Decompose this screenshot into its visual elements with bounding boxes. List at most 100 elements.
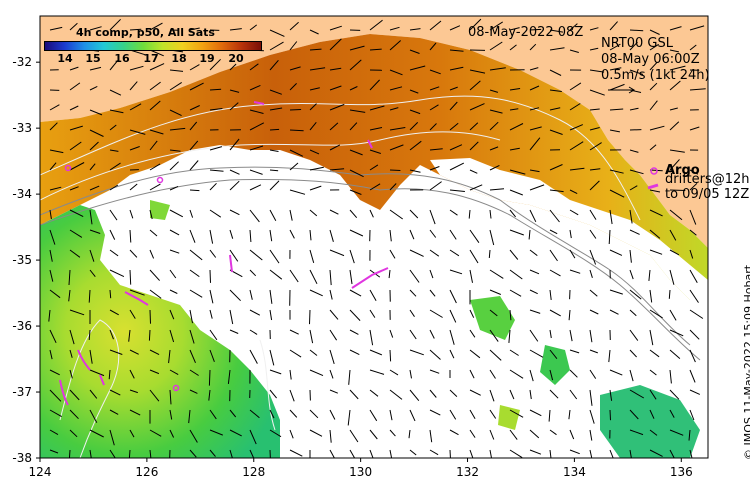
current-vector [369,289,377,302]
current-vector [269,59,279,71]
current-vector [629,69,644,75]
current-vector [589,47,599,51]
current-vector [529,389,532,400]
current-vector [509,249,519,260]
current-vector [449,309,457,323]
current-vector [249,109,264,114]
current-vector [369,369,385,375]
current-vector [329,229,334,242]
current-vector [449,101,458,111]
current-vector [289,41,298,51]
current-vector [569,209,579,216]
current-vector [249,209,260,223]
current-vector [269,107,283,111]
current-vector [309,185,322,191]
current-vector [589,249,597,265]
current-vector [369,105,385,111]
x-tick-label: 134 [563,465,586,479]
current-vector [409,229,415,240]
current-vector [489,67,506,71]
current-vector [149,289,162,299]
current-vector [409,169,421,173]
current-vector [528,229,531,240]
current-vector [389,389,403,400]
current-vector [209,58,221,71]
current-vector [69,329,75,345]
cloud-patch [430,158,708,300]
current-vector [529,107,540,111]
drifter-legend-icon [647,183,659,190]
current-vector [229,249,239,262]
current-vector [489,389,495,402]
current-vector [389,26,400,31]
current-vector [568,409,571,420]
current-vector [69,389,80,401]
current-vector [209,289,214,304]
current-vector [629,149,639,153]
current-vector [569,369,578,378]
current-vector [189,121,198,131]
current-vector [669,409,675,418]
current-vector [469,309,475,318]
green-patch-3 [600,385,700,458]
current-vector [49,349,53,360]
current-vector [489,289,501,295]
current-vector [169,81,182,91]
current-vector [389,449,393,458]
colorbar-tick: 15 [85,52,101,65]
current-vector [69,229,83,238]
current-vector [49,429,59,436]
current-vector [269,389,277,399]
current-vector [389,107,399,111]
current-vector [49,269,54,282]
current-vector [309,289,323,297]
drifters-legend-label: drifters@12h [665,172,750,187]
current-vector [309,309,311,325]
current-vector [569,167,585,171]
current-vector [549,209,560,223]
x-tick-label: 124 [29,465,52,479]
current-vector [189,369,199,376]
current-vector [69,162,85,171]
current-vector [149,163,161,171]
current-vector [49,122,58,131]
current-vector [249,349,258,364]
current-vector [89,249,95,262]
current-vector [249,169,263,175]
current-vector [189,269,200,278]
current-vector [189,449,197,458]
current-vector [209,349,215,362]
current-vector [469,269,473,283]
current-vector [649,125,665,131]
current-vector [529,67,539,71]
current-vector [349,189,362,195]
current-vector [309,103,317,111]
x-tick-label: 126 [135,465,158,479]
current-vector [629,249,632,263]
current-vector [409,49,420,54]
current-vector [469,329,476,338]
current-vector [269,249,280,264]
current-vector [389,183,397,191]
current-vector [549,189,564,193]
current-vector [227,369,231,384]
current-vector [49,26,63,31]
current-vector [429,429,433,443]
current-vector [509,189,523,196]
current-vector [329,409,336,420]
current-vector [149,349,160,356]
current-vector [149,249,155,259]
current-vector [309,149,320,155]
current-vector [649,289,653,303]
current-vector [509,209,516,218]
current-vector [589,269,593,278]
current-vector [669,149,685,153]
current-vector [549,47,565,51]
current-vector [269,349,275,366]
current-vector [449,449,451,458]
current-vector [89,163,96,171]
current-vector [669,159,680,171]
current-vector [608,349,611,363]
current-vector [429,329,435,339]
current-vector [529,329,539,342]
